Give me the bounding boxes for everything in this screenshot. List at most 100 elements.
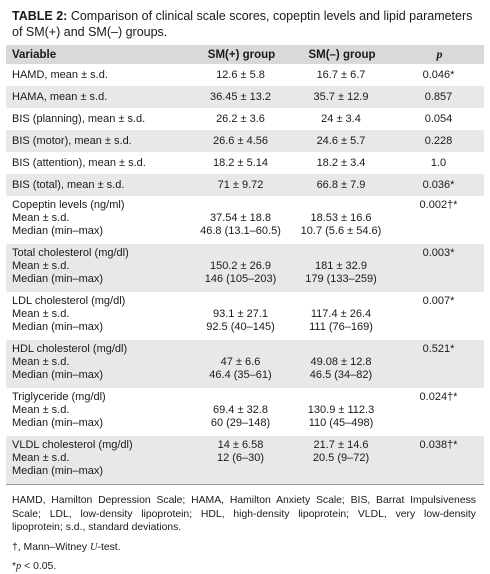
sm-plus-value: 12 (6–30) [216, 452, 265, 464]
dagger-text: , Mann–Witney [17, 541, 90, 553]
header-sm-plus: SM(+) group [207, 48, 276, 61]
sm-plus-cell: 71 ± 9.72 [217, 178, 264, 191]
table-footnotes: HAMD, Hamilton Depression Scale; HAMA, H… [12, 494, 476, 574]
variable-cell: Triglyceride (mg/dl) Mean ± s.d. Median … [6, 388, 192, 436]
stat-label: Mean ± s.d. [12, 260, 70, 272]
stat-label: Median (min–max) [12, 369, 104, 381]
sm-plus-value [192, 465, 289, 478]
sm-plus-value: 60 (29–148) [210, 417, 271, 429]
dagger-suffix: -test. [97, 541, 121, 553]
sm-plus-cell: 36.45 ± 13.2 [209, 90, 272, 103]
sm-plus-cell: 26.6 ± 4.56 [213, 134, 268, 147]
table-row: HDL cholesterol (mg/dl) Mean ± s.d. Medi… [6, 340, 484, 388]
sm-minus-value: 18.53 ± 16.6 [310, 212, 372, 224]
sm-minus-value: 20.5 (9–72) [312, 452, 370, 464]
table-row: BIS (motor), mean ± s.d. 26.6 ± 4.56 24.… [6, 130, 484, 152]
sm-plus-value: 14 ± 6.58 [217, 439, 264, 451]
table-label: TABLE 2: [12, 9, 68, 23]
sm-minus-value [289, 343, 393, 356]
stat-label: Median (min–max) [12, 273, 104, 285]
sm-plus-cell: 14 ± 6.58 12 (6–30) [192, 436, 289, 484]
sm-plus-value: 37.54 ± 18.8 [209, 212, 272, 224]
p-value-cell: 0.228 [424, 134, 453, 147]
sm-minus-value [289, 465, 393, 478]
sm-plus-value: 146 (105–203) [204, 273, 277, 285]
stat-label: Mean ± s.d. [12, 308, 70, 320]
sm-minus-value: 111 (76–169) [309, 321, 373, 333]
variable-cell: Copeptin levels (ng/ml) Mean ± s.d. Medi… [6, 196, 192, 244]
variable-name: Triglyceride (mg/dl) [12, 391, 106, 403]
variable-cell: HDL cholesterol (mg/dl) Mean ± s.d. Medi… [6, 340, 192, 388]
sm-plus-cell: 12.6 ± 5.8 [216, 68, 265, 81]
dagger-test-letter: U [89, 541, 98, 553]
table-caption: Comparison of clinical scale scores, cop… [12, 9, 473, 39]
sm-minus-value [289, 391, 393, 404]
sm-plus-value [192, 295, 289, 308]
p-value-cell: 1.0 [430, 156, 447, 169]
sm-plus-value [192, 343, 289, 356]
table-row: VLDL cholesterol (mg/dl) Mean ± s.d. Med… [6, 436, 484, 484]
variable-name: Total cholesterol (mg/dl) [12, 247, 129, 259]
sm-minus-value: 117.4 ± 26.4 [310, 308, 372, 320]
sm-plus-cell: 93.1 ± 27.1 92.5 (40–145) [192, 292, 289, 340]
stat-label: Mean ± s.d. [12, 404, 70, 416]
table-row: LDL cholesterol (mg/dl) Mean ± s.d. Medi… [6, 292, 484, 340]
sm-plus-value: 69.4 ± 32.8 [213, 404, 268, 416]
sm-minus-value [289, 247, 393, 260]
variable-name: LDL cholesterol (mg/dl) [12, 295, 126, 307]
p-value-cell: 0.003* [422, 247, 455, 259]
table-bottom-rule [6, 484, 484, 485]
p-symbol: p [16, 561, 22, 572]
variable-cell: VLDL cholesterol (mg/dl) Mean ± s.d. Med… [6, 436, 192, 484]
sm-minus-cell: 24.6 ± 5.7 [316, 134, 366, 147]
sm-plus-value: 93.1 ± 27.1 [213, 308, 268, 320]
sm-plus-value [192, 247, 289, 260]
sm-minus-cell: 49.08 ± 12.8 46.5 (34–82) [289, 340, 393, 388]
sm-plus-cell: 26.2 ± 3.6 [216, 112, 265, 125]
sm-minus-value: 46.5 (34–82) [309, 369, 373, 381]
p-value-cell: 0.054 [424, 112, 453, 125]
sm-plus-cell: 69.4 ± 32.8 60 (29–148) [192, 388, 289, 436]
abbreviations-note: HAMD, Hamilton Depression Scale; HAMA, H… [12, 495, 476, 533]
significance-text: < 0.05. [21, 561, 57, 572]
sm-minus-value: 110 (45–498) [308, 417, 374, 429]
sm-minus-value: 49.08 ± 12.8 [310, 356, 372, 368]
dagger-note: †, Mann–Witney U-test. [12, 541, 476, 555]
sm-plus-value: 46.4 (35–61) [209, 369, 272, 381]
sm-minus-cell: 66.8 ± 7.9 [316, 178, 366, 191]
header-sm-minus: SM(–) group [308, 48, 376, 61]
sm-plus-cell: 18.2 ± 5.14 [213, 156, 268, 169]
sm-minus-cell: 21.7 ± 14.6 20.5 (9–72) [289, 436, 393, 484]
variable-name: Copeptin levels (ng/ml) [12, 199, 125, 211]
sm-minus-cell: 130.9 ± 112.3 110 (45–498) [289, 388, 393, 436]
p-value-cell: 0.038†* [419, 439, 458, 451]
significance-note: *p < 0.05. [12, 560, 476, 574]
variable-name: VLDL cholesterol (mg/dl) [12, 439, 133, 451]
table-row: HAMA, mean ± s.d. 36.45 ± 13.2 35.7 ± 12… [6, 86, 484, 108]
table-row: BIS (attention), mean ± s.d. 18.2 ± 5.14… [6, 152, 484, 174]
stat-label: Median (min–max) [12, 321, 104, 333]
variable-cell: BIS (motor), mean ± s.d. [12, 134, 132, 147]
sm-plus-cell: 47 ± 6.6 46.4 (35–61) [192, 340, 289, 388]
p-value-cell: 0.036* [422, 178, 455, 191]
sm-plus-cell: 150.2 ± 26.9 146 (105–203) [192, 244, 289, 292]
sm-minus-cell: 117.4 ± 26.4 111 (76–169) [289, 292, 393, 340]
header-row: Variable SM(+) group SM(–) group p [6, 45, 484, 64]
sm-minus-cell: 18.53 ± 16.6 10.7 (5.6 ± 54.6) [289, 196, 393, 244]
p-value-cell: 0.002†* [419, 199, 458, 211]
sm-plus-value [192, 199, 289, 212]
sm-minus-value: 21.7 ± 14.6 [313, 439, 369, 451]
variable-name: HDL cholesterol (mg/dl) [12, 343, 128, 355]
p-value-cell: 0.007* [422, 295, 455, 307]
stat-label: Median (min–max) [12, 225, 104, 237]
sm-minus-value: 130.9 ± 112.3 [307, 404, 375, 416]
sm-minus-cell: 18.2 ± 3.4 [316, 156, 366, 169]
table-row: BIS (planning), mean ± s.d. 26.2 ± 3.6 2… [6, 108, 484, 130]
sm-minus-value [289, 295, 393, 308]
sm-minus-value: 10.7 (5.6 ± 54.6) [300, 225, 382, 237]
table-row: Copeptin levels (ng/ml) Mean ± s.d. Medi… [6, 196, 484, 244]
sm-minus-value [289, 199, 393, 212]
stat-label: Mean ± s.d. [12, 356, 70, 368]
sm-plus-cell: 37.54 ± 18.8 46.8 (13.1–60.5) [192, 196, 289, 244]
sm-plus-value: 92.5 (40–145) [206, 321, 275, 333]
